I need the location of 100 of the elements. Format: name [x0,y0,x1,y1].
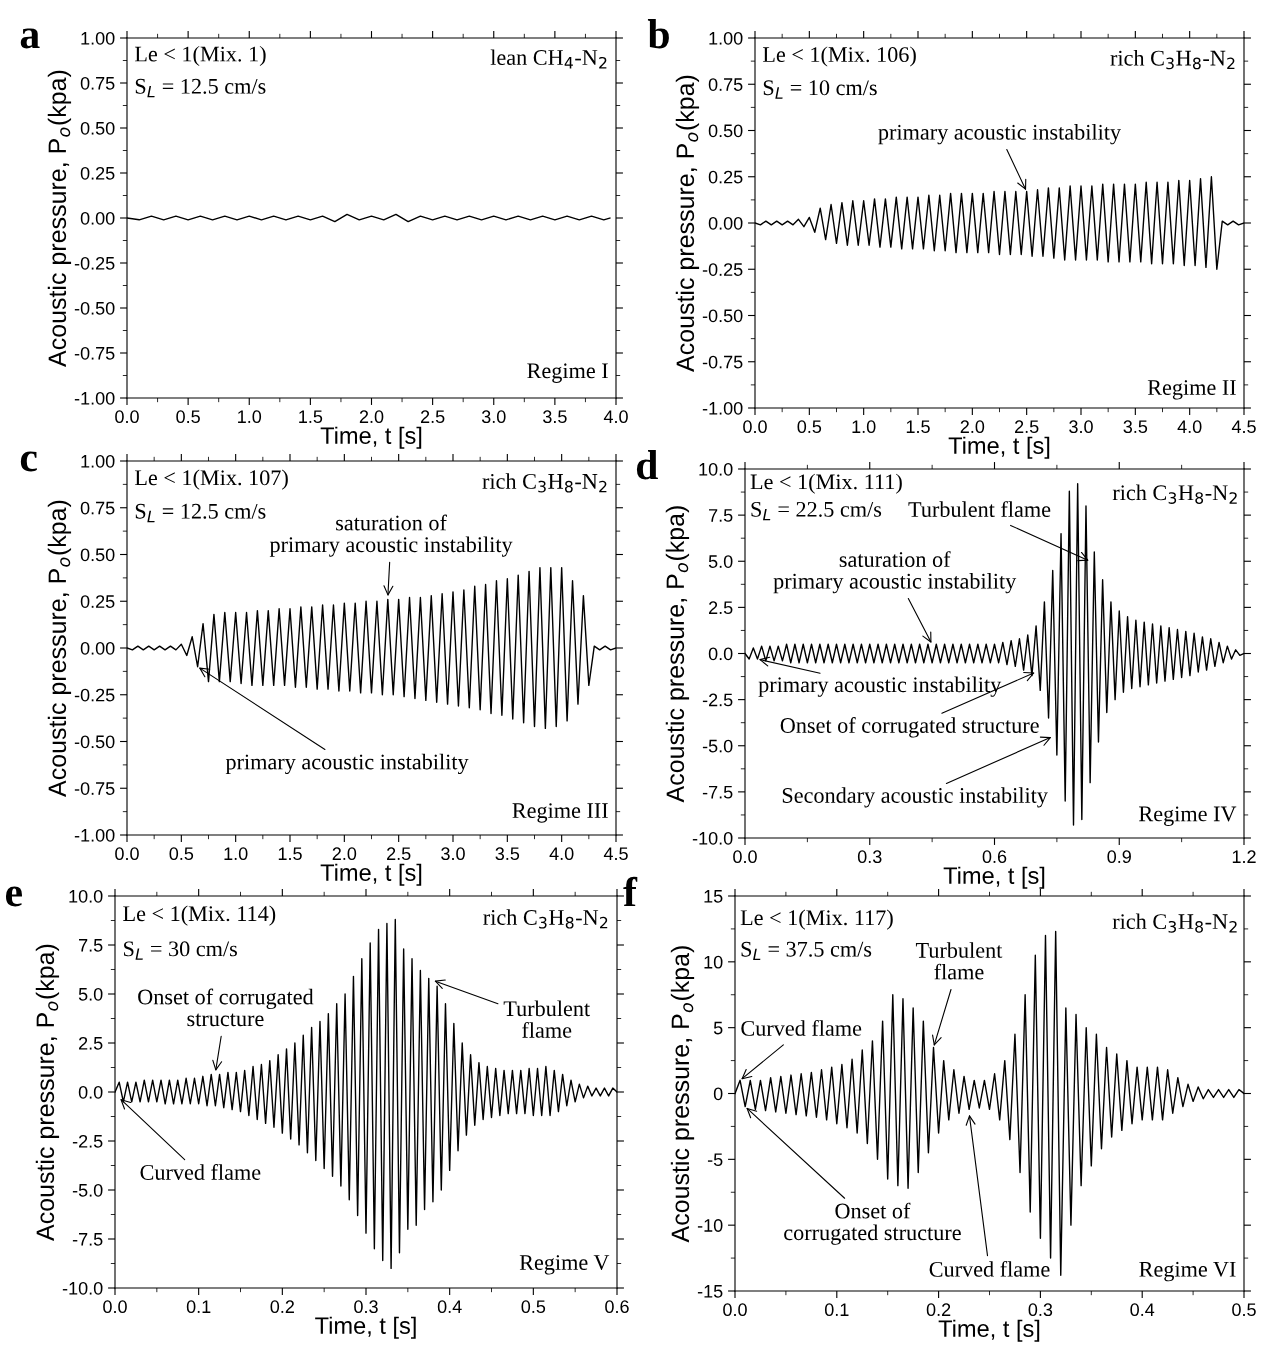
y-tick-label: -1.00 [74,391,115,405]
y-tick-label: 1.00 [81,454,115,468]
y-tick-label: 0.75 [80,501,115,515]
y-tick-label: 0.25 [80,595,115,608]
annotation: Turbulent flame [915,942,1003,980]
y-tick-label: -2.5 [702,693,733,707]
annotation: rich C$_{3}$H$_{8}$-N$_{2}$ [1112,913,1237,933]
x-tick-label: 1.5 [299,410,323,424]
y-tick-label: 0.50 [80,548,115,562]
annotation: primary acoustic instability [758,676,1002,697]
x-tick-label: 0.9 [1107,850,1131,864]
x-tick-label: 0.5 [169,847,194,861]
x-tick-label: 3.5 [1123,420,1148,434]
annotation: Le < 1(Mix. 106) [762,46,916,67]
x-axis-title: Time, t [s] [315,1316,416,1339]
x-tick-label: 0.0 [115,847,139,861]
x-tick-label: 0.3 [857,850,882,864]
y-tick-label: 2.5 [79,1036,103,1050]
y-tick-label: -10.0 [62,1281,103,1295]
annotation: Curved flame [741,1020,862,1036]
x-tick-label: 0.0 [743,420,767,434]
y-tick-label: 2.5 [709,601,733,615]
annotation: Turbulent flame [908,501,1051,517]
y-tick-label: 7.5 [79,939,103,952]
y-tick-label: -7.5 [72,1233,103,1246]
x-tick-label: 0.4 [1130,1303,1155,1317]
annotation: Regime IV [1139,806,1237,826]
y-tick-label: -0.75 [702,355,743,369]
y-tick-label: 10.0 [69,889,103,903]
x-tick-label: 0.5 [521,1300,546,1314]
y-tick-label: 0.0 [708,647,733,661]
y-tick-label: 0.50 [708,124,743,138]
x-tick-label: 4.0 [1177,420,1202,434]
x-tick-label: 3.0 [441,847,465,861]
annotation: rich C$_{3}$H$_{8}$-N$_{2}$ [1110,49,1235,70]
annotation: rich C$_{3}$H$_{8}$-N$_{2}$ [482,473,607,493]
x-tick-label: 0.5 [1232,1303,1256,1317]
x-tick-label: 0.6 [982,850,1007,864]
y-tick-label: 1.00 [81,31,115,45]
x-tick-label: 1.0 [238,410,262,424]
annotation: saturation of primary acoustic instability [773,551,1017,594]
x-tick-label: 4.5 [603,847,628,861]
x-tick-label: 2.5 [1015,420,1039,434]
chart-title: c [20,451,37,472]
y-tick-label: -10 [697,1219,723,1232]
chart-title: d [636,450,658,480]
y-tick-label: 0.50 [80,121,115,135]
annotation: primary acoustic instability [878,124,1121,145]
y-tick-label: -5.0 [72,1183,103,1197]
annotation: Le < 1(Mix. 117) [740,909,893,930]
x-tick-label: 3.5 [495,847,520,861]
y-tick-label: -0.50 [74,301,115,315]
x-tick-label: 0.1 [824,1303,849,1317]
y-tick-label: -0.25 [702,263,743,276]
y-tick-label: 0.25 [708,170,743,184]
y-tick-label: 5 [713,1021,723,1035]
x-tick-label: 3.0 [1069,420,1093,434]
y-tick-label: -1.00 [702,401,743,415]
y-tick-label: -10.0 [692,831,733,845]
y-tick-label: -7.5 [702,786,733,799]
annotation: Onset of corrugated structure [784,1202,961,1245]
annotation: Regime V [519,1255,610,1275]
annotation: S$_{L}$ = 12.5 cm/s [135,503,266,523]
x-tick-label: 2.0 [332,847,357,861]
y-tick-label: 10.0 [699,462,733,476]
x-tick-label: 0.2 [270,1300,294,1314]
annotation: Onset of corrugated structure [138,988,314,1027]
annotation: Regime VI [1139,1261,1236,1282]
x-tick-label: 0.4 [437,1300,462,1314]
annotation: Regime III [512,803,608,823]
x-tick-label: 4.5 [1231,420,1256,434]
y-tick-label: 0 [713,1087,723,1101]
y-tick-label: 0.25 [80,166,115,180]
x-axis-title: Time, t [s] [320,863,422,886]
y-tick-label: 10 [704,955,723,969]
chart-title: a [20,28,40,49]
annotation: rich C$_{3}$H$_{8}$-N$_{2}$ [1112,484,1237,504]
annotation: S$_{L}$ = 12.5 cm/s [135,78,266,98]
annotation: primary acoustic instability [225,753,469,775]
x-tick-label: 0.3 [354,1300,378,1314]
y-tick-label: 0.0 [78,1085,103,1099]
x-tick-label: 0.2 [926,1303,951,1317]
x-tick-label: 2.5 [420,410,445,424]
x-tick-label: 0.0 [115,410,139,424]
y-tick-label: -15 [697,1285,723,1298]
chart-title: b [647,19,669,49]
x-tick-label: 0.3 [1028,1303,1053,1317]
annotation: Turbulent flame [503,1000,591,1038]
y-tick-label: 1.00 [709,31,743,45]
annotation: S$_{L}$ = 37.5 cm/s [741,941,872,961]
x-tick-label: 0.1 [186,1300,211,1314]
chart-title: e [5,886,22,907]
y-tick-label: 15 [704,890,723,903]
annotation: S$_{L}$ = 10 cm/s [763,80,877,99]
y-tick-label: -0.50 [702,309,743,323]
x-tick-label: 0.0 [103,1300,127,1314]
y-axis-title: Acoustic pressure, P$_{o}$(kpa) [675,75,700,372]
x-tick-label: 2.5 [387,847,411,861]
y-tick-label: -0.75 [74,782,115,795]
annotation: Regime I [527,363,608,383]
